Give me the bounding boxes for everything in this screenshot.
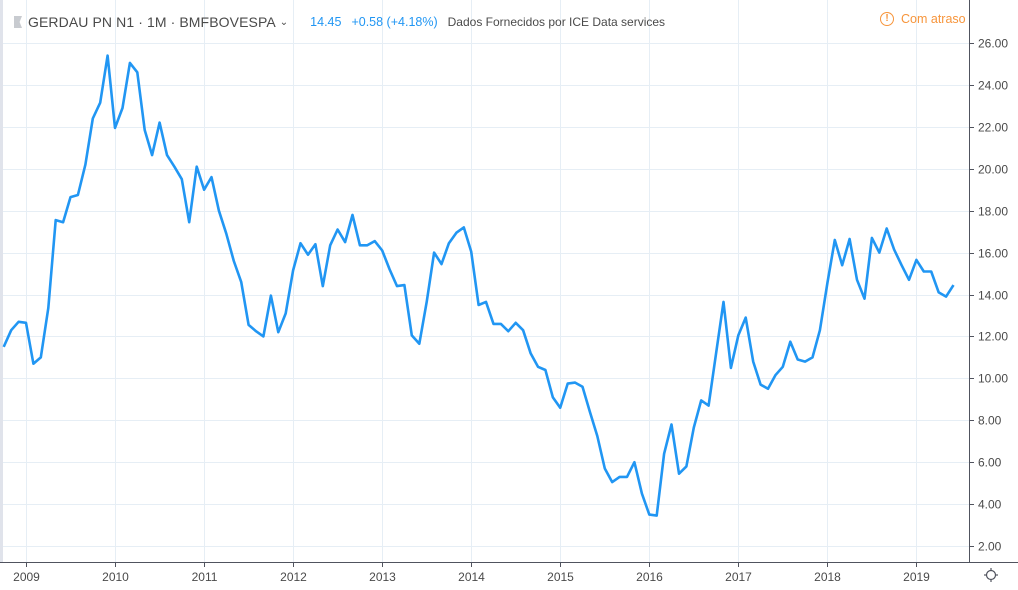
left-border bbox=[0, 0, 3, 562]
y-tick-label: 10.00 bbox=[978, 372, 1008, 386]
y-tick-label: 22.00 bbox=[978, 121, 1008, 135]
y-tick-label: 2.00 bbox=[978, 540, 1002, 554]
y-tick-label: 26.00 bbox=[978, 37, 1008, 51]
x-tick-label: 2019 bbox=[903, 570, 930, 584]
x-tick-label: 2010 bbox=[102, 570, 129, 584]
y-tick-label: 20.00 bbox=[978, 163, 1008, 177]
settings-icon[interactable] bbox=[983, 567, 999, 583]
chevron-down-icon[interactable]: ⌄ bbox=[279, 16, 289, 28]
x-tick-label: 2009 bbox=[13, 570, 40, 584]
time-axis[interactable]: 2009 2010 2011 2012 2013 2014 2015 2016 2017 2018… bbox=[13, 562, 930, 584]
data-source: Dados Fornecidos por ICE Data services bbox=[447, 15, 666, 29]
x-tick-label: 2016 bbox=[636, 570, 663, 584]
y-tick-label: 8.00 bbox=[978, 414, 1002, 428]
grid bbox=[0, 0, 969, 562]
x-tick-label: 2018 bbox=[814, 570, 841, 584]
y-tick-label: 12.00 bbox=[978, 330, 1008, 344]
y-tick-label: 4.00 bbox=[978, 498, 1002, 512]
y-tick-label: 6.00 bbox=[978, 456, 1002, 470]
price-change: +0.58 (+4.18%) bbox=[351, 15, 438, 29]
price-line bbox=[2, 54, 955, 517]
y-tick-label: 16.00 bbox=[978, 247, 1008, 261]
data-points bbox=[4, 56, 954, 516]
x-tick-label: 2014 bbox=[458, 570, 485, 584]
x-tick-label: 2015 bbox=[547, 570, 574, 584]
chart-legend: GERDAU PN N1 · 1M · BMFBOVESPA ⌄ 14.45 +… bbox=[14, 12, 665, 32]
x-tick-label: 2017 bbox=[725, 570, 752, 584]
alert-circle-icon: ! bbox=[880, 12, 894, 26]
y-tick-label: 14.00 bbox=[978, 289, 1008, 303]
delay-badge[interactable]: ! Com atraso bbox=[880, 12, 966, 26]
delay-status: Com atraso bbox=[901, 12, 966, 26]
flag-icon[interactable] bbox=[14, 16, 22, 28]
price-axis[interactable]: 2.00 4.00 6.00 8.00 10.00 12.00 14.00 16.00 18.0… bbox=[969, 37, 1008, 554]
last-price: 14.45 bbox=[310, 15, 342, 29]
y-tick-label: 24.00 bbox=[978, 79, 1008, 93]
symbol-title[interactable]: GERDAU PN N1 · 1M · BMFBOVESPA bbox=[28, 14, 276, 30]
x-tick-label: 2013 bbox=[369, 570, 396, 584]
y-tick-label: 18.00 bbox=[978, 205, 1008, 219]
x-tick-label: 2011 bbox=[192, 570, 218, 584]
x-tick-label: 2012 bbox=[280, 570, 307, 584]
